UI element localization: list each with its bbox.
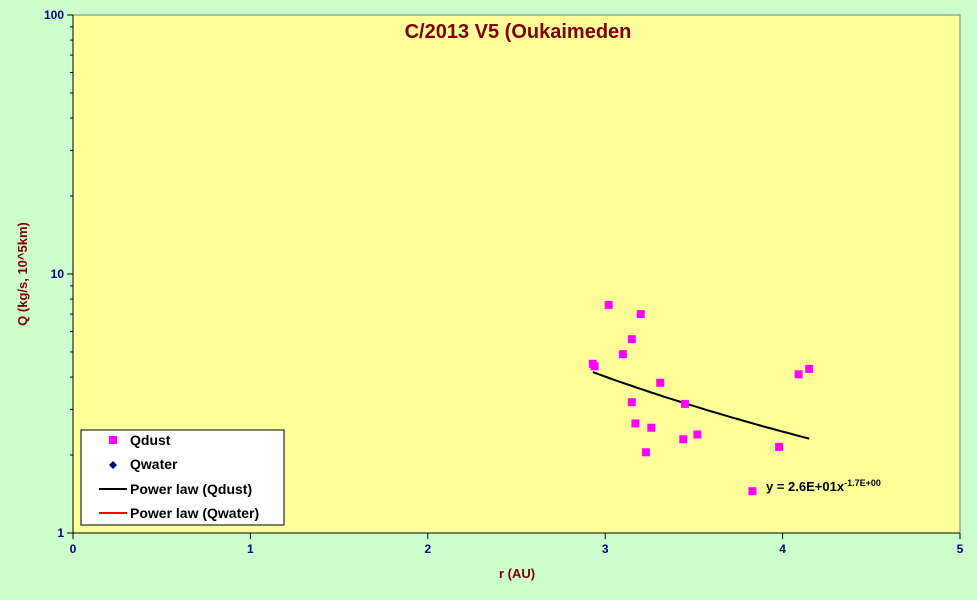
data-point-qdust [627, 335, 636, 344]
x-tick-label: 3 [602, 542, 609, 556]
x-tick-label: 1 [247, 542, 254, 556]
fit-equation-exponent: -1.7E+00 [844, 478, 881, 488]
data-point-qdust [681, 399, 689, 408]
y-tick-label: 100 [44, 8, 64, 22]
data-point-qdust [748, 487, 757, 496]
fit-line-qdust [592, 371, 810, 440]
data-point-qdust [590, 362, 599, 371]
legend-fit-qwater-label: Power law (Qwater) [130, 505, 259, 521]
x-axis: 0 1 2 3 4 5 [70, 532, 964, 556]
data-point-qdust [627, 398, 636, 407]
fit-equation: y = 2.6E+01x-1.7E+00 [766, 478, 881, 494]
data-point-qdust [775, 442, 784, 451]
data-point-qdust [693, 430, 702, 439]
data-point-qdust [656, 378, 665, 387]
data-point-qdust [642, 448, 650, 457]
y-tick-label: 10 [51, 267, 65, 281]
x-tick-label: 0 [70, 542, 77, 556]
x-axis-title: r (AU) [499, 566, 535, 581]
data-point-qdust [636, 310, 645, 319]
chart-title: C/2013 V5 (Oukaimeden [405, 21, 632, 43]
legend-qdust-marker [109, 436, 117, 444]
y-tick-label: 1 [57, 526, 64, 540]
legend-fit-qdust-label: Power law (Qdust) [130, 481, 252, 497]
legend-box [80, 429, 285, 526]
data-point-qdust [647, 423, 656, 432]
data-point-qdust [604, 300, 613, 309]
point-layer [588, 300, 814, 496]
legend: Qdust Qwater Power law (Qdust) Power law… [80, 429, 285, 526]
legend-qwater-label: Qwater [130, 456, 178, 472]
y-axis-title: Q (kg/s, 10^5km) [15, 222, 30, 326]
x-tick-label: 5 [957, 542, 964, 556]
fit-layer [592, 371, 810, 440]
data-point-qdust [618, 350, 627, 359]
data-point-qdust [679, 435, 688, 444]
y-axis: 1 10 100 [44, 8, 74, 540]
data-point-qdust [794, 370, 803, 379]
fit-equation-base: y = 2.6E+01x [766, 479, 845, 494]
x-tick-label: 4 [779, 542, 786, 556]
x-tick-label: 2 [424, 542, 431, 556]
legend-qwater-marker [109, 461, 117, 469]
data-point-qdust [631, 419, 640, 428]
legend-qdust-label: Qdust [130, 432, 171, 448]
data-point-qdust [805, 364, 814, 373]
